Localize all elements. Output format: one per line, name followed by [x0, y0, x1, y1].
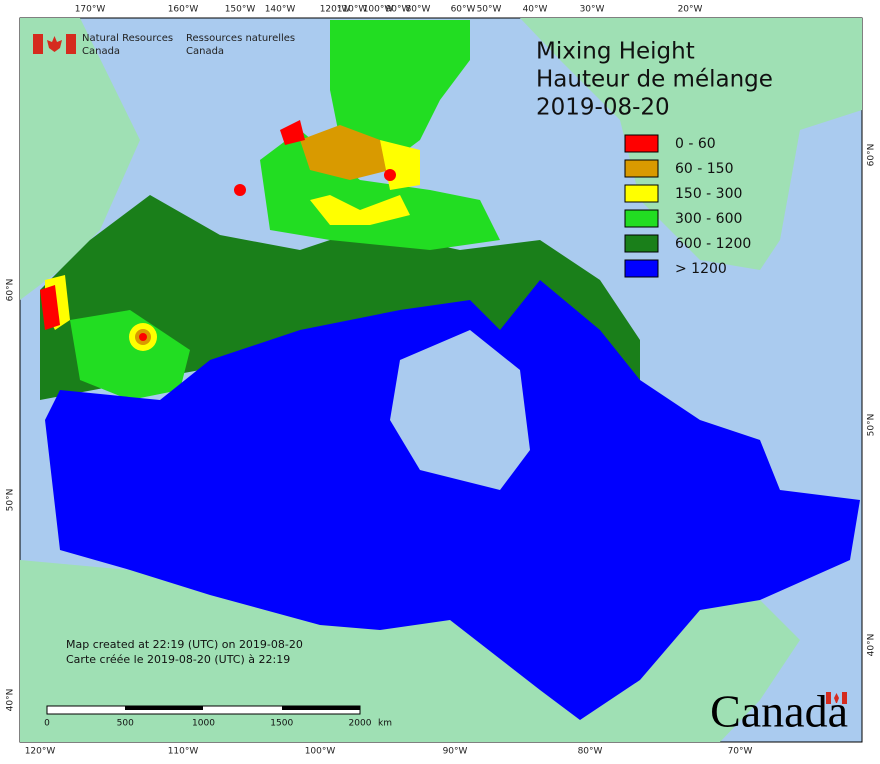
latitude-label: 40°N: [6, 689, 16, 712]
flag-bar: [33, 34, 43, 54]
map-title: Mixing Height: [536, 39, 695, 65]
map-credit: Map created at 22:19 (UTC) on 2019-08-20: [66, 638, 303, 651]
longitude-label: 60°W: [451, 5, 476, 15]
zone-over-1200: [45, 280, 860, 720]
latitude-label: 60°N: [6, 279, 16, 302]
latitude-label: 40°N: [867, 634, 877, 657]
agency-name: Ressources naturelles: [186, 33, 295, 44]
longitude-label: 90°W: [443, 747, 468, 757]
flag-bar: [826, 692, 831, 704]
scale-segment: [282, 706, 360, 710]
longitude-label: 40°W: [523, 5, 548, 15]
scale-segment: [125, 706, 203, 710]
scale-label: 2000: [349, 719, 372, 729]
legend-label: > 1200: [675, 261, 727, 277]
alaska: [20, 18, 140, 300]
zone-300-600-islands: [330, 20, 470, 170]
scale-label: 500: [117, 719, 134, 729]
map-title: Hauteur de mélange: [536, 67, 773, 93]
nrcan-logo: [33, 34, 76, 54]
legend-label: 150 - 300: [675, 186, 742, 202]
longitude-label: 150°W: [225, 5, 256, 15]
longitude-label: 110°W: [168, 747, 199, 757]
zone-600-1200: [40, 195, 640, 400]
scale-label: 1000: [192, 719, 215, 729]
longitude-label: 120°W: [320, 5, 351, 15]
legend-swatch: [624, 259, 659, 278]
zone-0-60-a: [139, 333, 147, 341]
zone-0-60-c: [40, 285, 60, 330]
usa: [20, 560, 800, 742]
scale-label: 1500: [270, 719, 293, 729]
longitude-label: 140°W: [265, 5, 296, 15]
longitude-label: 70°W: [728, 747, 753, 757]
longitude-label: 30°W: [580, 5, 605, 15]
latitude-label: 50°N: [867, 414, 877, 437]
longitude-label: 110°W: [337, 5, 368, 15]
maple-leaf: [47, 36, 62, 52]
map-credit: Carte créée le 2019-08-20 (UTC) à 22:19: [66, 653, 290, 666]
legend-swatch: [624, 209, 659, 228]
longitude-label: 20°W: [678, 5, 703, 15]
legend-swatch: [624, 234, 659, 253]
hudson-bay: [390, 330, 530, 490]
wordmark-flag: [826, 692, 847, 704]
longitude-label: 80°W: [578, 747, 603, 757]
zone-300-600-nw: [70, 310, 190, 400]
agency-name: Natural Resources: [82, 33, 173, 44]
latitude-label: 60°N: [867, 144, 877, 167]
zone-60-150: [300, 125, 390, 180]
longitude-label: 50°W: [477, 5, 502, 15]
latitude-label: 50°N: [6, 489, 16, 512]
agency-name: Canada: [186, 46, 224, 57]
legend-label: 60 - 150: [675, 161, 734, 177]
longitude-label: 170°W: [75, 5, 106, 15]
flag-bar: [66, 34, 76, 54]
zone-0-60-b: [280, 120, 305, 145]
longitude-label: 160°W: [168, 5, 199, 15]
mixing-height-zones: [40, 20, 860, 720]
wordmark: Canada: [710, 686, 848, 737]
scale-label: 0: [44, 719, 50, 729]
legend: 0 - 60 60 - 150 150 - 300 300 - 600 600 - 12…: [624, 134, 751, 278]
longitude-label: 120°W: [25, 747, 56, 757]
longitude-label: 90°W: [386, 5, 411, 15]
agency-name: Canada: [82, 46, 120, 57]
legend-label: 0 - 60: [675, 136, 716, 152]
scale-unit: km: [378, 719, 392, 729]
zone-150-300-b: [310, 195, 410, 225]
flag-bar: [842, 692, 847, 704]
maple-leaf: [834, 693, 839, 703]
map-title: 2019-08-20: [536, 95, 670, 121]
longitude-label: 100°W: [363, 5, 394, 15]
longitude-label: 80°W: [406, 5, 431, 15]
legend-label: 600 - 1200: [675, 236, 751, 252]
zone-0-60-d: [384, 169, 396, 181]
legend-label: 300 - 600: [675, 211, 742, 227]
legend-swatch: [624, 184, 659, 203]
legend-swatch: [624, 159, 659, 178]
legend-swatch: [624, 134, 659, 153]
longitude-label: 100°W: [305, 747, 336, 757]
zone-0-60-e: [234, 184, 246, 196]
